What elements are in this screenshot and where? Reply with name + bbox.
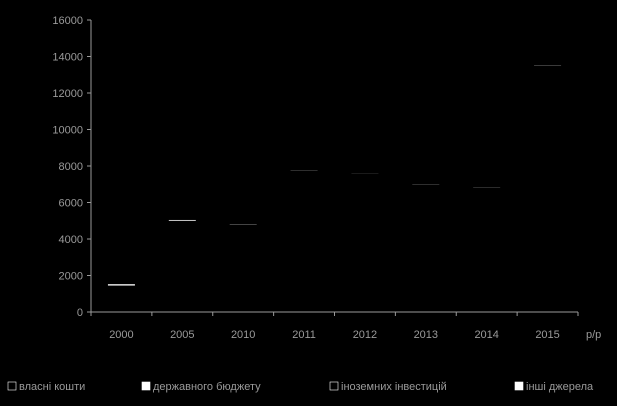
legend-label: державного бюджету <box>153 381 261 393</box>
y-tick-label: 6000 <box>59 198 83 210</box>
axis-lines <box>90 20 578 313</box>
y-tick-label: 16000 <box>52 15 83 27</box>
y-tick-label: 2000 <box>59 271 83 283</box>
x-tick-label: 2014 <box>474 329 498 341</box>
x-tick-label: 2013 <box>414 329 438 341</box>
bar-segment-1 <box>107 285 136 313</box>
bar-segment-2 <box>168 219 196 221</box>
x-tick-label: 2012 <box>353 329 377 341</box>
legend-label: власні кошти <box>19 381 85 393</box>
x-tick-label: 2011 <box>292 329 316 341</box>
x-tick-label: 2000 <box>109 329 133 341</box>
y-tick-label: 10000 <box>52 125 83 137</box>
x-tick-label: 2015 <box>535 329 559 341</box>
bar-segment-3 <box>350 118 379 174</box>
legend-label: інші джерела <box>526 381 594 393</box>
bar-segment-3 <box>290 49 319 171</box>
x-unit-label: р/р <box>586 329 601 341</box>
bar-segment-2 <box>107 283 135 286</box>
bar-segment-1 <box>472 186 501 313</box>
bar-segment-1 <box>411 183 440 313</box>
y-tick-label: 8000 <box>59 161 83 173</box>
bar-segment-3 <box>107 279 136 285</box>
legend-swatch <box>7 381 17 391</box>
bars-group <box>107 49 562 313</box>
legend-label: іноземних інвестицій <box>341 381 447 393</box>
x-axis: 2000 2005 2010 2011 2012 2013 2014 2015 <box>90 312 579 341</box>
legend-swatch <box>329 381 339 391</box>
y-tick-label: 4000 <box>59 234 83 246</box>
legend-swatch <box>514 381 524 391</box>
y-tick-label: 14000 <box>52 52 83 64</box>
legend: власні кошти державного бюджету іноземних … <box>7 381 594 393</box>
x-tick-label: 2005 <box>170 329 194 341</box>
y-tick-label: 0 <box>77 307 83 319</box>
bar-segment-1 <box>229 223 258 313</box>
legend-swatch <box>141 381 151 391</box>
bar-segment-3 <box>533 58 562 66</box>
x-tick-label: 2010 <box>231 329 255 341</box>
bar-segment-1 <box>533 65 562 313</box>
bar-segment-3 <box>411 136 440 185</box>
bar-segment-3 <box>168 207 197 220</box>
bar-segment-3 <box>472 170 501 188</box>
bar-segment-1 <box>350 172 379 313</box>
y-axis: 0 2000 4000 6000 8000 10000 12000 14000 16000 <box>52 15 91 319</box>
y-tick-label: 12000 <box>52 88 83 100</box>
bar-segment-3 <box>229 179 258 225</box>
bar-segment-1 <box>168 220 197 313</box>
bar-segment-1 <box>290 170 319 313</box>
